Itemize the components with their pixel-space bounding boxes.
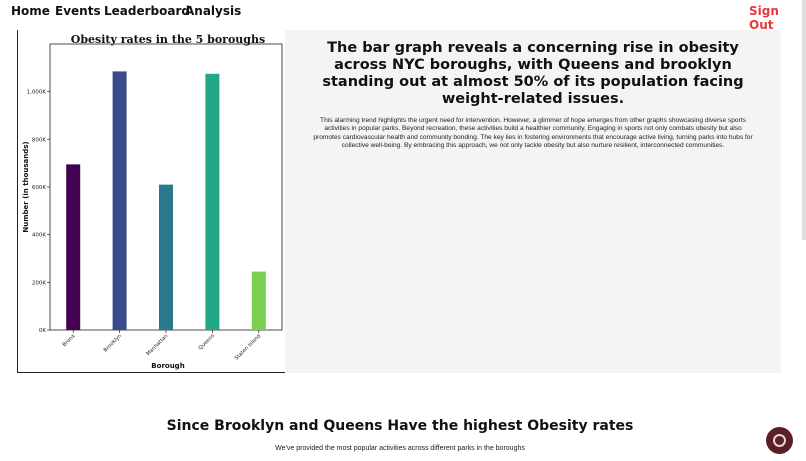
bar-bronx — [66, 164, 81, 330]
nav-analysis-link[interactable]: Analysis — [185, 4, 242, 18]
x-tick-label: Brooklyn — [103, 333, 123, 353]
chat-button[interactable] — [766, 427, 793, 454]
top-nav: Home Events Leaderboard Analysis Sign Ou… — [0, 0, 806, 32]
y-tick-label: 800K — [32, 137, 46, 143]
y-tick-label: 0K — [39, 328, 46, 334]
y-tick-label: 1,000K — [27, 90, 47, 96]
x-tick-label: Bronx — [62, 333, 77, 348]
section-title: Since Brooklyn and Queens Have the highe… — [166, 418, 634, 434]
panel-heading: The bar graph reveals a concerning rise … — [322, 40, 744, 107]
chat-bubble-icon — [773, 434, 786, 447]
chart-title: Obesity rates in the 5 boroughs — [71, 33, 265, 46]
y-tick-label: 600K — [32, 185, 46, 191]
bar-chart-svg: Obesity rates in the 5 boroughs 0K 200K 40… — [22, 33, 283, 370]
obesity-chart: Obesity rates in the 5 boroughs 0K 200K 40… — [17, 30, 286, 373]
nav-leaderboard-link[interactable]: Leaderboard — [104, 4, 190, 18]
nav-events-link[interactable]: Events — [55, 4, 101, 18]
bar-brooklyn — [112, 71, 127, 331]
section-subtitle: We've provided the most popular activiti… — [275, 445, 525, 452]
x-axis-label: Borough — [151, 362, 184, 370]
analysis-panel: The bar graph reveals a concerning rise … — [285, 30, 781, 373]
bar-manhattan — [159, 184, 173, 330]
x-axis: Bronx Brooklyn Manhattan Queens Staten Islan… — [62, 330, 262, 362]
y-tick-label: 400K — [32, 233, 46, 239]
bar-staten-island — [251, 271, 266, 330]
bar-queens — [205, 73, 220, 330]
panel-body: This alarming trend highlights the urgen… — [313, 117, 753, 150]
y-tick-label: 200K — [32, 280, 46, 286]
x-tick-label: Manhattan — [145, 333, 169, 357]
bars — [66, 71, 266, 331]
page-scrollbar[interactable] — [802, 0, 806, 240]
nav-home-link[interactable]: Home — [11, 4, 50, 18]
x-tick-label: Staten Island — [234, 333, 262, 361]
y-axis-label: Number (in thousands) — [22, 141, 30, 232]
sign-out-link[interactable]: Sign Out — [749, 4, 779, 32]
x-tick-label: Queens — [198, 333, 216, 351]
y-axis: 0K 200K 400K 600K 800K 1,000K — [27, 90, 50, 334]
